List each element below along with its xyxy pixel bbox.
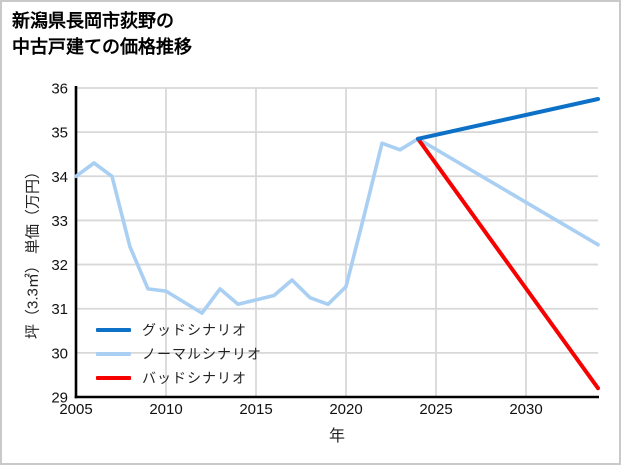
legend-label: バッドシナリオ: [142, 369, 247, 386]
legend-label: グッドシナリオ: [142, 321, 247, 338]
svg-text:2025: 2025: [419, 401, 452, 418]
svg-text:36: 36: [51, 81, 68, 98]
svg-text:32: 32: [51, 257, 68, 274]
svg-text:31: 31: [51, 301, 68, 318]
legend-item-normal-scenario: ノーマルシナリオ: [96, 344, 262, 363]
normal-scenario-line-icon: [96, 351, 131, 356]
chart-legend: グッドシナリオ ノーマルシナリオ バッドシナリオ: [96, 320, 262, 387]
legend-label: ノーマルシナリオ: [142, 345, 262, 362]
svg-text:2005: 2005: [59, 401, 92, 418]
x-axis-label: 年: [328, 428, 345, 445]
svg-text:29: 29: [51, 390, 68, 407]
svg-text:35: 35: [51, 125, 68, 142]
bad-scenario-line-icon: [96, 375, 131, 380]
chart-title: 新潟県長岡市荻野の 中古戸建ての価格推移: [12, 11, 192, 57]
svg-text:2015: 2015: [239, 401, 272, 418]
y-axis-label: 坪（3.3㎡） 単価（万円）: [24, 163, 42, 340]
good-scenario-line-icon: [96, 327, 131, 332]
svg-text:2030: 2030: [509, 401, 542, 418]
legend-item-good-scenario: グッドシナリオ: [96, 320, 262, 339]
svg-text:30: 30: [51, 345, 68, 362]
svg-text:2010: 2010: [149, 401, 182, 418]
svg-text:33: 33: [51, 213, 68, 230]
legend-item-bad-scenario: バッドシナリオ: [96, 368, 262, 387]
svg-text:34: 34: [51, 169, 68, 186]
svg-text:2020: 2020: [329, 401, 362, 418]
